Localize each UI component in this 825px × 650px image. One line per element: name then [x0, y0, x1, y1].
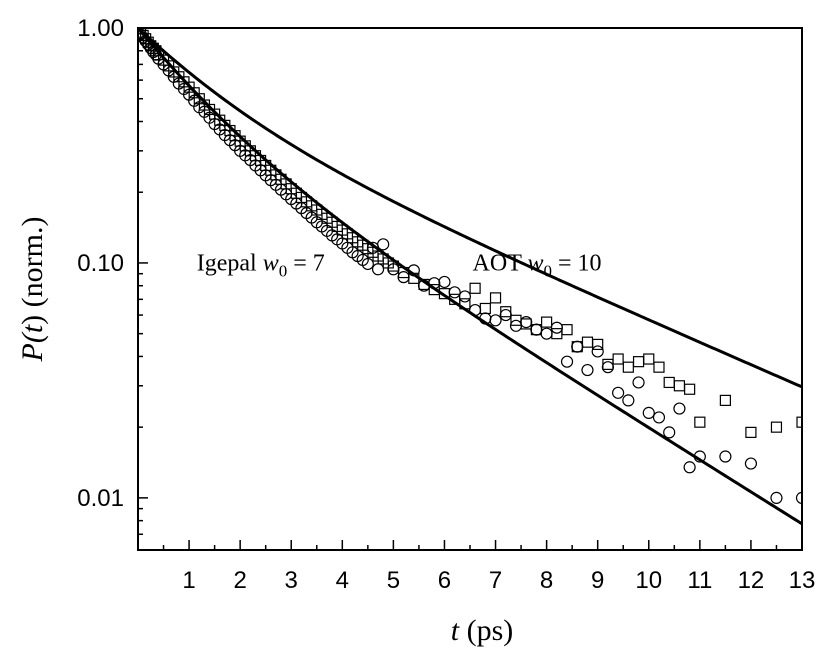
x-tick-label: 10: [635, 567, 662, 594]
square-point: [719, 394, 731, 406]
square-point: [673, 380, 686, 392]
x-tick-label: 8: [540, 567, 553, 594]
square-point: [541, 316, 553, 328]
x-tick-label: 2: [233, 567, 246, 594]
circle-point: [448, 286, 461, 299]
x-tick-label: 3: [285, 567, 298, 594]
square-point: [745, 426, 757, 438]
x-tick-label: 13: [789, 567, 816, 594]
circle-point: [530, 323, 543, 336]
axis-labels: 1 2 3 4 5 6 7 8 9 10 11 12 131.000.100.01: [77, 15, 815, 594]
annotation-aot: AOT w0 = 10: [473, 250, 602, 280]
y-axis-title: P(t) (norm.): [16, 217, 49, 363]
circle-point: [550, 321, 563, 334]
square-point: [602, 358, 614, 370]
circle-point: [795, 491, 802, 504]
fit-line-circle-series: [138, 28, 802, 526]
square-point: [469, 282, 481, 294]
circle-point: [499, 308, 512, 322]
x-tick-label: 6: [438, 567, 451, 594]
circle-point: [612, 386, 625, 399]
x-tick-label: 12: [738, 567, 765, 594]
square-point: [796, 416, 802, 428]
circle-point: [377, 238, 390, 251]
circle-point: [719, 450, 732, 463]
circle-point: [361, 257, 374, 271]
square-point: [694, 416, 706, 428]
y-tick-label: 0.01: [77, 485, 124, 512]
circle-point: [642, 406, 655, 419]
circle-point: [458, 290, 471, 303]
circle-point: [371, 263, 385, 276]
annotation-igepal: Igepal w0 = 7: [197, 250, 325, 280]
square-point: [592, 338, 604, 351]
x-axis-title: t (ps): [451, 614, 514, 647]
circle-point: [683, 461, 696, 474]
circle-point: [489, 314, 502, 327]
square-point: [663, 376, 675, 389]
circle-point: [438, 275, 451, 289]
circle-point: [560, 355, 574, 368]
circle-point: [540, 327, 553, 340]
x-tick-label: 5: [387, 567, 400, 594]
circle-point: [632, 376, 645, 389]
square-point: [581, 336, 594, 348]
y-tick-label: 0.10: [77, 250, 124, 277]
square-point: [489, 292, 502, 304]
circle-point: [571, 340, 584, 353]
circle-point: [744, 457, 758, 470]
square-point: [632, 356, 645, 368]
square-point: [622, 361, 634, 373]
circle-point: [622, 394, 635, 407]
circle-point: [591, 345, 604, 358]
y-tick-label: 1.00: [77, 15, 124, 42]
circle-point: [520, 316, 533, 329]
circle-point: [581, 363, 594, 377]
circle-point: [397, 271, 410, 284]
axis-ticks: [138, 27, 803, 551]
circle-point: [601, 361, 615, 374]
x-tick-label: 7: [489, 567, 502, 594]
fit-line-square-series: [138, 28, 802, 389]
square-point: [643, 353, 655, 365]
circle-point: [673, 402, 686, 415]
x-tick-label: 1: [182, 567, 195, 594]
x-tick-label: 11: [687, 567, 712, 594]
square-point: [612, 353, 624, 365]
square-point: [561, 324, 573, 336]
square-point: [500, 306, 512, 318]
fit-lines: [138, 28, 802, 526]
square-point: [684, 383, 696, 395]
x-tick-label: 9: [591, 567, 604, 594]
square-point: [653, 361, 665, 373]
square-point: [479, 302, 491, 315]
circle-point: [652, 411, 666, 424]
circle-point: [387, 263, 400, 276]
circle-point: [770, 491, 783, 504]
square-point: [770, 421, 783, 433]
circle-point: [663, 426, 676, 439]
x-tick-label: 4: [336, 567, 349, 594]
